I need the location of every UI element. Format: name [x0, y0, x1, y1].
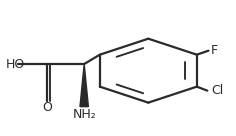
- Text: O: O: [42, 101, 52, 115]
- Text: HO: HO: [6, 58, 25, 70]
- Text: F: F: [211, 44, 218, 57]
- Polygon shape: [80, 64, 88, 107]
- Text: NH₂: NH₂: [72, 108, 96, 121]
- Text: Cl: Cl: [212, 84, 224, 97]
